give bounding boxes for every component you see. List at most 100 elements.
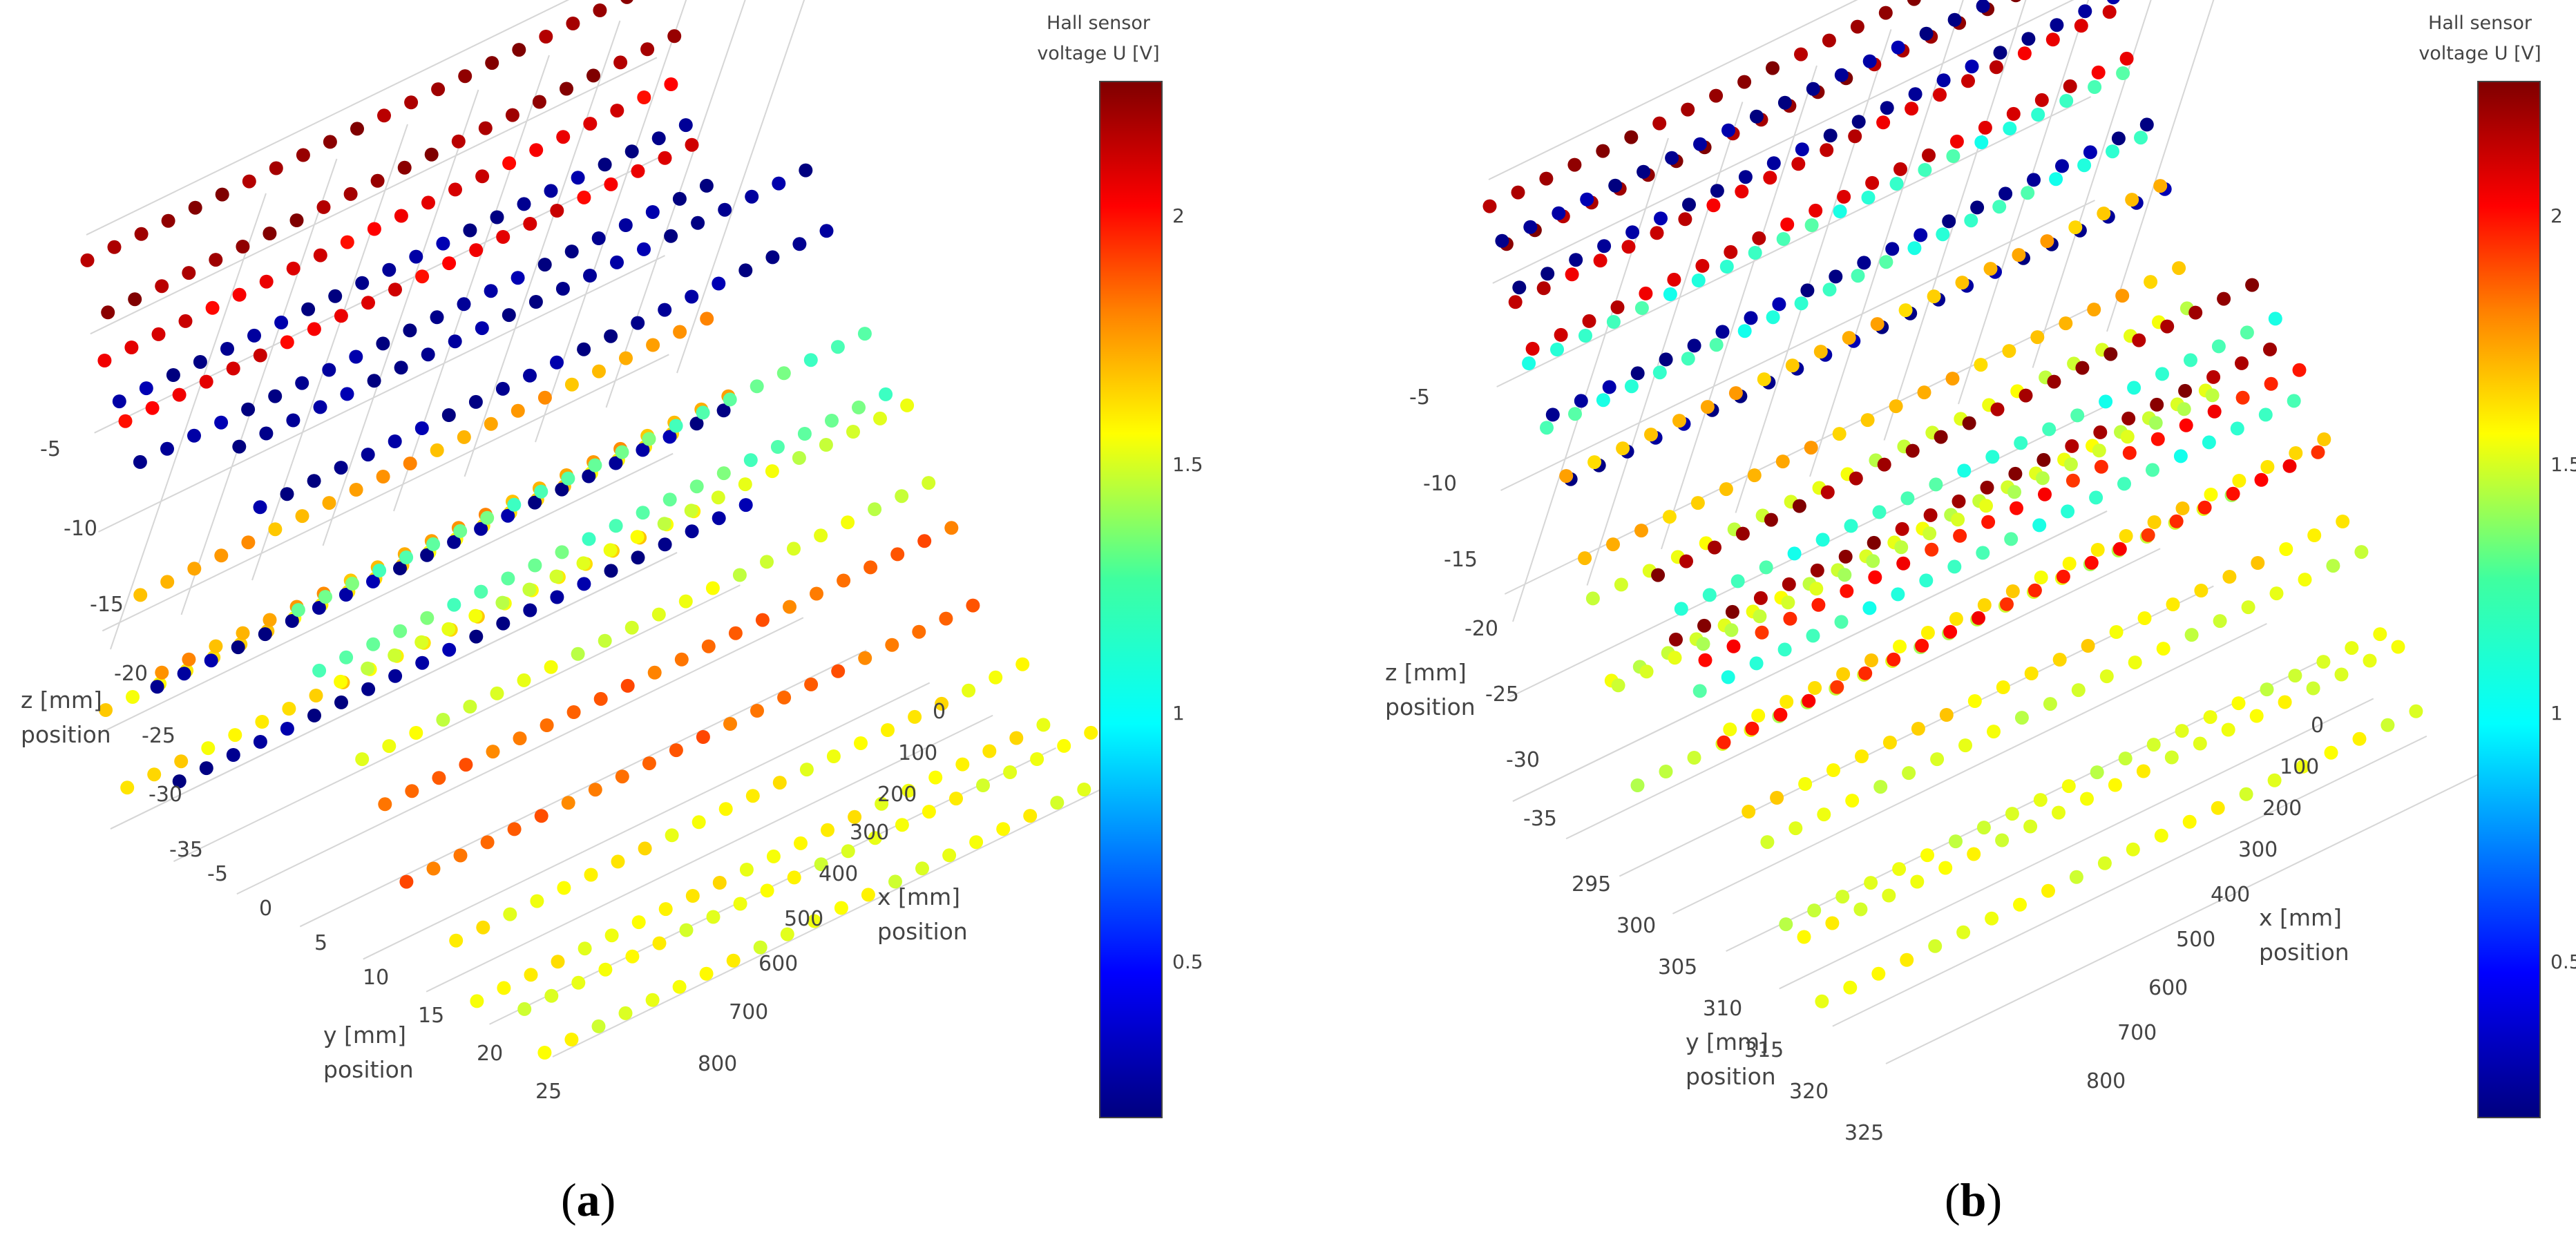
data-point — [323, 135, 337, 149]
grid-line — [90, 57, 658, 335]
data-point — [1614, 577, 1628, 592]
data-point — [2231, 696, 2246, 711]
data-point — [1723, 722, 1737, 736]
x-tick: 100 — [2280, 755, 2319, 779]
data-point — [2004, 532, 2019, 546]
data-point — [424, 147, 439, 162]
data-point — [645, 993, 660, 1007]
data-point — [689, 479, 704, 494]
data-point — [706, 910, 721, 924]
data-point — [662, 430, 677, 444]
y-tick: 295 — [1572, 872, 1611, 897]
data-point — [507, 822, 522, 836]
data-point — [996, 822, 1011, 836]
data-point — [280, 335, 294, 350]
data-point — [285, 614, 299, 628]
data-point — [2263, 342, 2277, 356]
data-point — [340, 387, 354, 401]
data-point — [178, 314, 193, 328]
data-point — [1539, 171, 1554, 186]
data-point — [1009, 731, 1024, 745]
colorbar-a: Hall sensor voltage U [V] 0.5 1 1.5 2 — [1037, 12, 1203, 1118]
data-point — [2027, 173, 2041, 187]
data-point — [982, 744, 997, 758]
data-point — [241, 402, 256, 417]
data-point — [259, 426, 274, 441]
data-point — [895, 489, 909, 504]
data-point — [1596, 393, 1610, 408]
data-point — [1766, 156, 1781, 171]
data-point — [1540, 421, 1554, 435]
data-point — [2117, 477, 2131, 491]
y-axis-ticks-b: 295 300 305 310 315 320 325 — [1572, 872, 1884, 1145]
data-point — [783, 600, 796, 614]
data-point — [1958, 738, 1972, 753]
grid-line — [426, 714, 993, 993]
data-point — [361, 296, 375, 310]
data-point — [550, 355, 564, 370]
data-point — [1775, 454, 1790, 469]
data-point — [280, 487, 294, 501]
data-point — [513, 731, 527, 745]
data-point — [1810, 563, 1824, 577]
data-point — [691, 815, 706, 830]
data-point — [2292, 363, 2307, 377]
y-tick: 20 — [477, 1042, 503, 1066]
data-point — [1724, 623, 1739, 638]
data-point — [2099, 669, 2114, 684]
data-point — [155, 279, 169, 294]
data-point — [523, 603, 537, 618]
grid-line — [535, 0, 687, 443]
x-tick: 600 — [759, 952, 798, 976]
data-point — [814, 528, 828, 543]
data-point — [1925, 542, 1939, 557]
data-point — [1630, 778, 1645, 792]
data-point — [2084, 555, 2099, 570]
data-point — [420, 548, 435, 562]
data-point — [2204, 488, 2218, 501]
data-point — [2278, 695, 2292, 709]
data-point — [2088, 80, 2102, 94]
data-point — [555, 282, 570, 296]
data-point — [2050, 18, 2064, 32]
data-point — [1815, 994, 1829, 1008]
grid-line — [1504, 303, 2099, 595]
data-point — [1659, 765, 1673, 778]
data-point — [652, 936, 667, 950]
data-point — [442, 642, 457, 657]
data-point — [409, 249, 423, 264]
data-point — [577, 342, 591, 356]
data-point — [340, 235, 354, 249]
data-point — [1726, 639, 1741, 653]
data-point — [1965, 59, 1979, 74]
data-point — [669, 419, 683, 433]
data-point — [1578, 329, 1592, 343]
data-point — [1907, 241, 1922, 256]
data-point — [1755, 625, 1769, 640]
data-point — [1663, 287, 1677, 301]
data-point — [1835, 890, 1850, 904]
data-point — [215, 187, 229, 202]
grid-line — [1512, 510, 2108, 802]
data-point — [394, 361, 408, 375]
data-point — [441, 408, 456, 422]
data-point — [1735, 526, 1750, 541]
data-point — [1885, 242, 1900, 256]
data-point — [128, 292, 142, 307]
data-point — [745, 789, 760, 803]
data-point — [441, 622, 456, 636]
x-axis-label-b: x [mm] — [2259, 904, 2342, 931]
grid-line — [236, 617, 804, 895]
data-point — [584, 868, 598, 882]
data-point — [1580, 192, 1594, 207]
data-point — [453, 524, 468, 538]
data-point — [155, 665, 169, 680]
data-point — [1802, 693, 1816, 708]
x-tick: 200 — [877, 783, 917, 807]
z-tick: -10 — [1423, 472, 1457, 496]
data-point — [474, 521, 488, 536]
data-point — [540, 718, 554, 732]
data-point — [2063, 457, 2078, 472]
data-point — [1866, 554, 1880, 568]
data-point — [2267, 773, 2282, 787]
